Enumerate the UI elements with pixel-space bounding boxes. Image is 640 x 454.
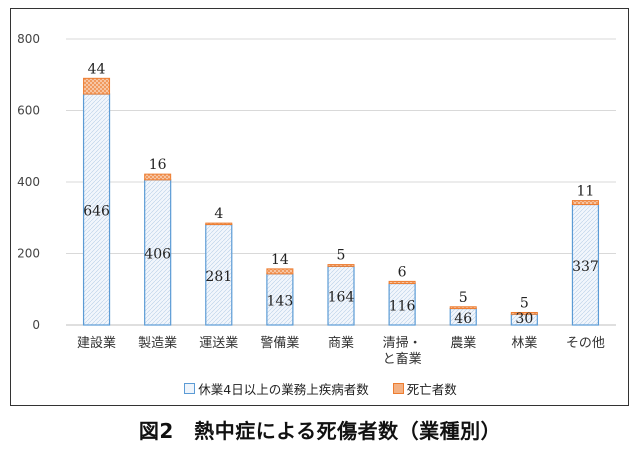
- data-label-deaths: 5: [520, 295, 529, 311]
- y-tick-label: 600: [17, 104, 40, 118]
- data-label-injured: 116: [389, 298, 416, 314]
- data-label-injured: 281: [205, 269, 232, 285]
- legend-label-deaths: 死亡者数: [406, 382, 457, 397]
- chart-svg: 020040060080064644建設業40616製造業2814運送業1431…: [17, 32, 616, 367]
- x-category-label: 建設業: [77, 335, 116, 351]
- figure-caption: 図2 熱中症による死傷者数（業種別）: [138, 419, 502, 443]
- bar-deaths: [83, 77, 111, 95]
- x-category-label: 林業: [511, 335, 537, 351]
- data-label-deaths: 11: [577, 184, 595, 200]
- bar-deaths: [449, 306, 477, 310]
- x-category-label: と畜業: [383, 351, 422, 367]
- y-tick-label: 0: [32, 318, 40, 332]
- legend-swatch-injured: [184, 383, 196, 394]
- legend-item-deaths: 死亡者数: [392, 379, 457, 398]
- y-tick-label: 400: [17, 175, 40, 189]
- data-label-deaths: 4: [214, 206, 223, 222]
- chart-frame: 0 200 400 600 800 646 44 建設業 406 16 製造業 281 4 運送業 143 1…: [10, 8, 629, 406]
- x-category-label: 農業: [450, 335, 476, 351]
- data-label-injured: 646: [83, 204, 110, 220]
- chart-legend: 休業4日以上の業務上疾病者数 死亡者数: [11, 379, 630, 398]
- bar-injured: [144, 179, 172, 326]
- data-label-deaths: 5: [337, 248, 346, 264]
- bar-deaths: [510, 311, 538, 315]
- data-label-injured: 30: [515, 311, 533, 327]
- data-label-deaths: 16: [149, 157, 167, 173]
- bar-deaths: [144, 173, 172, 181]
- data-label-injured: 46: [454, 311, 472, 327]
- bar-deaths: [266, 268, 294, 275]
- bar-injured: [82, 93, 111, 326]
- legend-item-injured: 休業4日以上の業務上疾病者数: [184, 379, 369, 398]
- bar-deaths: [571, 200, 599, 206]
- x-category-label: 製造業: [138, 335, 177, 351]
- bar-deaths: [388, 280, 416, 285]
- legend-swatch-deaths: [392, 383, 404, 394]
- x-category-label: 商業: [328, 335, 354, 351]
- data-label-injured: 164: [328, 290, 355, 306]
- data-label-deaths: 6: [398, 264, 407, 280]
- bar-deaths: [327, 264, 355, 267]
- bar-deaths: [205, 222, 233, 226]
- y-tick-label: 200: [17, 247, 40, 261]
- x-category-label: 警備業: [260, 335, 299, 351]
- data-label-deaths: 5: [459, 290, 468, 306]
- data-label-injured: 143: [267, 293, 294, 309]
- y-tick-label: 800: [17, 32, 40, 46]
- bar-injured: [571, 203, 600, 326]
- x-category-label: 清掃・: [383, 335, 422, 351]
- x-category-label: 運送業: [199, 335, 238, 351]
- data-label-injured: 406: [144, 246, 171, 262]
- x-category-label: その他: [566, 336, 605, 351]
- data-label-deaths: 14: [271, 252, 289, 268]
- data-label-injured: 337: [572, 259, 599, 275]
- data-label-deaths: 44: [88, 61, 106, 77]
- legend-label-injured: 休業4日以上の業務上疾病者数: [198, 382, 369, 397]
